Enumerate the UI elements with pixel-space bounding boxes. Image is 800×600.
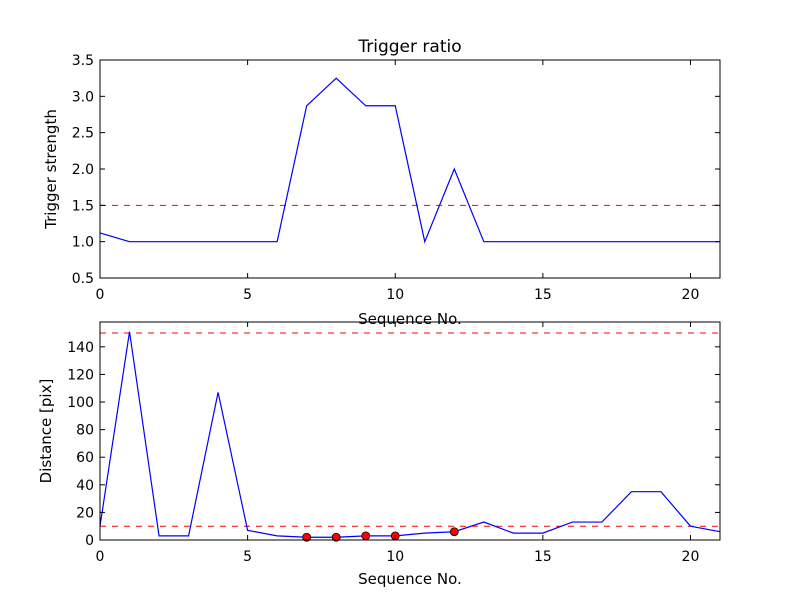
trigger-ratio-panel: Trigger ratio Sequence No. Trigger stren… (42, 37, 721, 328)
y-axis-label: Trigger strength (42, 109, 60, 230)
x-tick-label: 5 (243, 549, 252, 565)
y-tick-label: 20 (76, 505, 94, 521)
chart-title: Trigger ratio (357, 37, 461, 57)
data-point-marker (302, 532, 312, 542)
y-tick-label: 1.5 (72, 198, 94, 214)
y-tick-label: 80 (76, 423, 94, 439)
data-point-marker (361, 531, 371, 541)
y-tick-label: 2.0 (72, 162, 94, 178)
data-point-marker (331, 532, 341, 542)
series-line (99, 77, 720, 244)
y-tick-label: 60 (76, 450, 94, 466)
x-tick-label: 20 (682, 549, 700, 565)
y-tick-label: 3.5 (72, 53, 94, 69)
y-tick-label: 120 (67, 367, 94, 383)
y-tick-label: 140 (67, 340, 94, 356)
y-tick-label: 1.0 (72, 235, 94, 251)
x-tick-label: 10 (386, 287, 404, 303)
y-tick-label: 3.0 (72, 89, 94, 105)
distance-panel: Sequence No. Distance [pix] 0 5 10 15 20 0 20 4… (37, 321, 721, 588)
y-tick-label: 2.5 (72, 126, 94, 142)
series-line (99, 331, 721, 538)
x-tick-label: 5 (243, 287, 252, 303)
y-tick-label: 40 (76, 478, 94, 494)
y-tick-label: 0 (85, 533, 94, 549)
x-tick-label: 20 (682, 287, 700, 303)
y-tick-label: 0.5 (72, 271, 94, 287)
x-tick-label: 15 (534, 287, 552, 303)
y-axis-label: Distance [pix] (37, 379, 55, 484)
x-axis-label: Sequence No. (358, 310, 462, 328)
x-tick-label: 15 (534, 549, 552, 565)
x-axis-label: Sequence No. (358, 570, 462, 588)
plot-frame (99, 321, 721, 541)
data-point-marker (449, 527, 459, 537)
y-tick-label: 100 (67, 395, 94, 411)
x-tick-label: 10 (386, 549, 404, 565)
x-tick-label: 0 (96, 549, 105, 565)
x-tick-label: 0 (96, 287, 105, 303)
